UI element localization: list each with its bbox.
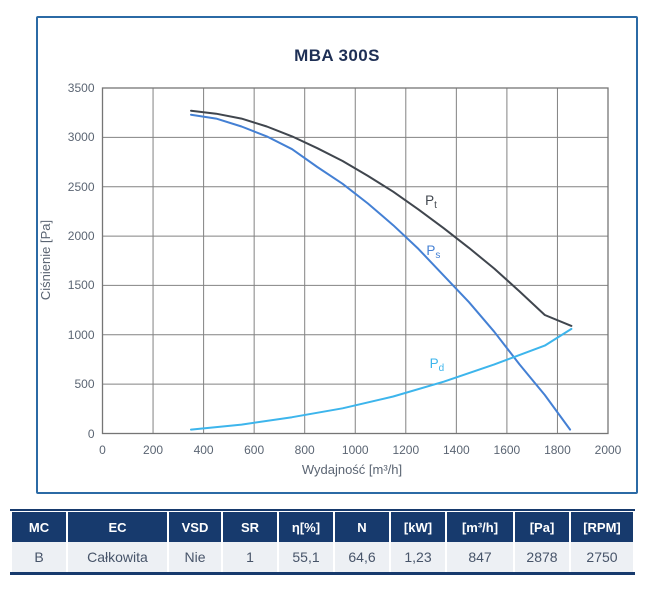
x-tick-label: 1800 xyxy=(544,442,571,457)
table-header-cell: EC xyxy=(68,512,167,542)
series-label-sub: t xyxy=(434,200,437,211)
plot-frame xyxy=(101,87,609,435)
table-cell: B xyxy=(12,542,66,572)
series-label-main: P xyxy=(425,193,435,208)
series-label-sub: s xyxy=(435,249,441,261)
x-tick-label: 2000 xyxy=(594,442,622,457)
table-header-cell: SR xyxy=(223,512,277,542)
y-tick-label: 2000 xyxy=(67,229,95,244)
y-tick-label: 1000 xyxy=(67,327,95,342)
table-cell: 55,1 xyxy=(279,542,333,572)
series-ps-curve xyxy=(190,113,572,431)
chart-title: MBA 300S xyxy=(294,46,380,65)
series-label-main: P xyxy=(429,355,439,371)
table-header-row: MC EC VSD SR η[%] N [kW] [m³/h] [Pa] [RPM] xyxy=(12,512,633,542)
chart-panel: MBA 300S 0 500 1000 1500 2000 2500 3000 3500 0 20… xyxy=(36,16,638,494)
x-tick-label: 1600 xyxy=(493,442,521,457)
y-tick-label: 1500 xyxy=(67,278,95,293)
table-cell: 64,6 xyxy=(335,542,389,572)
series-pd-label: Pd xyxy=(429,355,476,374)
x-axis-title: Wydajność [m³/h] xyxy=(301,462,403,477)
x-tick-label: 0 xyxy=(99,442,106,457)
table-cell: 2878 xyxy=(515,542,569,572)
results-table-wrap: MC EC VSD SR η[%] N [kW] [m³/h] [Pa] [RPM] B Całko… xyxy=(10,509,635,575)
chart-plot xyxy=(101,87,609,435)
x-tick-label: 400 xyxy=(193,442,214,457)
y-tick-label: 0 xyxy=(87,426,95,441)
table-row: B Całkowita Nie 1 55,1 64,6 1,23 847 2878 2750 xyxy=(12,542,633,572)
table-header-cell: N xyxy=(335,512,389,542)
series-pt-label: Pt xyxy=(425,193,471,211)
x-tick-label: 1200 xyxy=(392,442,420,457)
y-tick-label: 3500 xyxy=(67,81,95,95)
table-cell: Całkowita xyxy=(68,542,167,572)
table-header-cell: VSD xyxy=(169,512,221,542)
table-header-cell: η[%] xyxy=(279,512,333,542)
table-cell: 1 xyxy=(223,542,277,572)
series-ps-label: Ps xyxy=(426,242,472,261)
series-label-sub: d xyxy=(438,362,445,374)
results-table: MC EC VSD SR η[%] N [kW] [m³/h] [Pa] [RPM] B Całko… xyxy=(10,512,635,572)
table-cell: 2750 xyxy=(571,542,633,572)
x-tick-label: 200 xyxy=(143,442,164,457)
table-cell: 1,23 xyxy=(391,542,445,572)
series-label-main: P xyxy=(426,242,436,258)
series-pd-curve xyxy=(190,327,573,431)
y-tick-label: 500 xyxy=(74,377,95,392)
x-tick-label: 1400 xyxy=(442,442,470,457)
table-header-cell: [m³/h] xyxy=(447,512,513,542)
series-pt-curve xyxy=(190,109,573,327)
y-axis-title: Ciśnienie [Pa] xyxy=(38,219,53,301)
plot-area: 0 500 1000 1500 2000 2500 3000 3500 0 200 400 600 80… xyxy=(38,18,636,492)
x-tick-label: 1000 xyxy=(341,442,369,457)
x-tick-label: 800 xyxy=(294,442,315,457)
table-header-cell: MC xyxy=(12,512,66,542)
table-header-cell: [Pa] xyxy=(515,512,569,542)
table-header-cell: [RPM] xyxy=(571,512,633,542)
table-cell: Nie xyxy=(169,542,221,572)
y-tick-label: 2500 xyxy=(67,179,95,194)
table-cell: 847 xyxy=(447,542,513,572)
x-tick-label: 600 xyxy=(244,442,265,457)
y-tick-label: 3000 xyxy=(67,130,95,145)
table-header-cell: [kW] xyxy=(391,512,445,542)
